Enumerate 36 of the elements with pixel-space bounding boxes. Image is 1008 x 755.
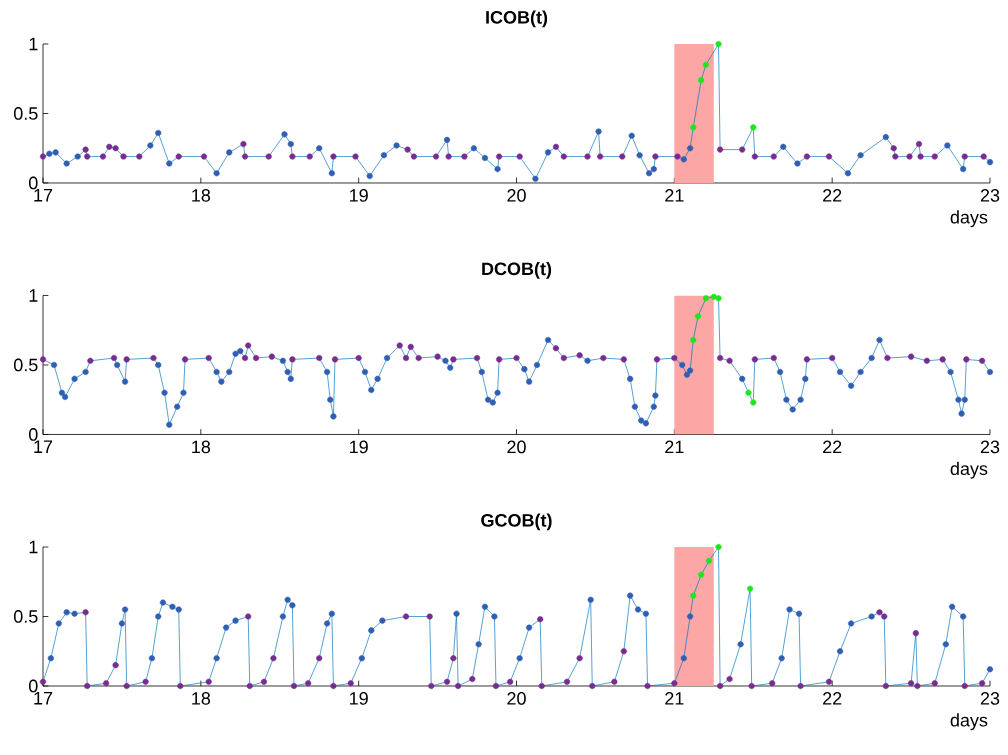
y-tick-label: 1 <box>29 540 38 554</box>
x-tick-label: 22 <box>823 189 842 202</box>
x-tick-label: 17 <box>34 189 53 202</box>
x-tick-label: 18 <box>192 189 211 202</box>
y-tick-label: 0.5 <box>13 358 38 372</box>
x-tick-label: 23 <box>980 692 1000 705</box>
y-tick-label: 0.5 <box>13 610 38 623</box>
x-tick-label: 18 <box>192 692 211 705</box>
x-axis-title: days <box>950 713 988 731</box>
x-tick-label: 20 <box>507 189 526 202</box>
x-axis-title: days <box>950 210 988 228</box>
chart-title: ICOB(t) <box>486 10 548 28</box>
x-tick-label: 19 <box>350 189 368 202</box>
y-tick-label: 1 <box>29 289 38 302</box>
x-tick-label: 17 <box>34 692 53 705</box>
x-tick-label: 21 <box>665 692 684 705</box>
y-tick-label: 0 <box>28 428 38 441</box>
x-tick-label: 22 <box>823 440 842 454</box>
x-tick-label: 19 <box>350 692 368 705</box>
y-tick-label: 1 <box>29 37 38 51</box>
chart-title: GCOB(t) <box>481 513 552 531</box>
y-tick-label: 0.5 <box>13 107 38 120</box>
x-tick-label: 23 <box>980 440 1000 454</box>
x-axis-title: days <box>950 461 988 479</box>
x-tick-label: 17 <box>34 440 53 453</box>
x-tick-label: 20 <box>507 692 526 705</box>
x-tick-label: 22 <box>823 692 842 705</box>
y-tick-label: 0 <box>28 679 38 693</box>
x-tick-label: 21 <box>665 189 684 202</box>
x-tick-label: 21 <box>665 440 684 454</box>
x-tick-label: 20 <box>507 440 526 454</box>
x-tick-label: 23 <box>980 189 1000 202</box>
y-tick-label: 0 <box>28 176 38 190</box>
x-tick-label: 19 <box>350 440 368 454</box>
chart-title: DCOB(t) <box>482 261 552 279</box>
x-tick-label: 18 <box>192 440 211 454</box>
